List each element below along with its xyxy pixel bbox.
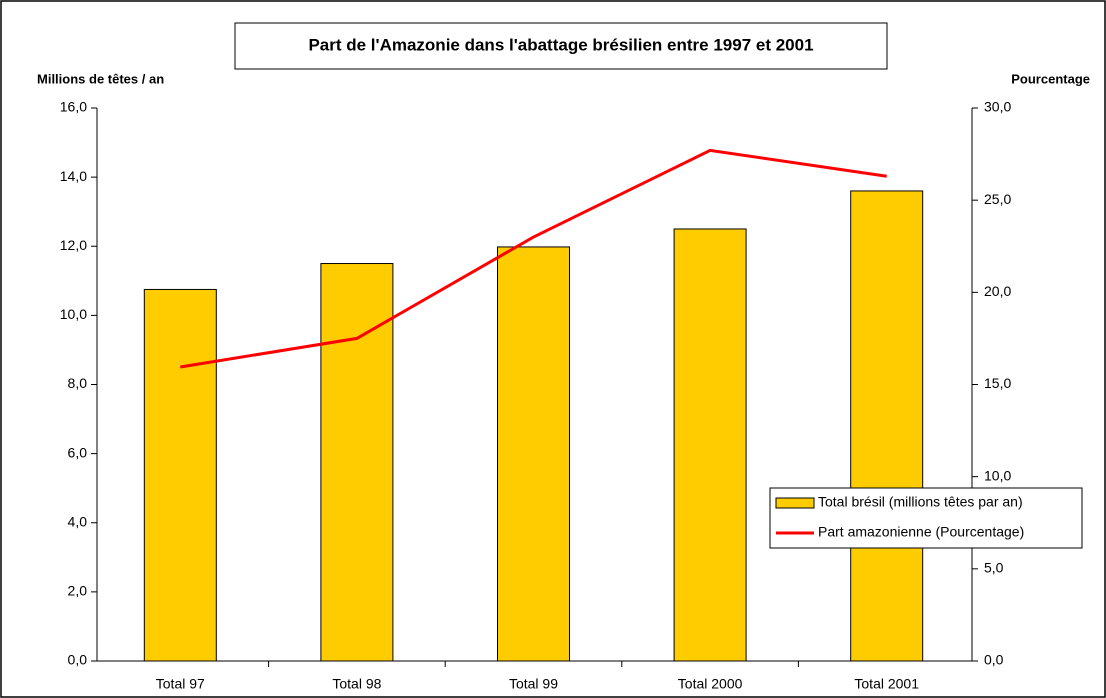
y2-tick-label: 30,0 xyxy=(984,99,1011,115)
legend-label: Total brésil (millions têtes par an) xyxy=(818,494,1023,510)
title-box xyxy=(234,22,888,70)
x-tick-label: Total 99 xyxy=(509,676,558,692)
y2-tick-label: 10,0 xyxy=(984,467,1011,483)
bar xyxy=(850,190,924,662)
y2-axis-label: Pourcentage xyxy=(1011,71,1090,86)
y-tick-label: 14,0 xyxy=(60,168,87,184)
y-tick-label: 8,0 xyxy=(68,375,88,391)
x-tick-label: Total 97 xyxy=(156,676,205,692)
y2-tick-label: 25,0 xyxy=(984,191,1011,207)
y2-tick-label: 5,0 xyxy=(984,560,1004,576)
bar xyxy=(497,246,570,662)
y-tick-label: 12,0 xyxy=(60,237,87,253)
bar xyxy=(143,288,217,662)
chart-title: Part de l'Amazonie dans l'abattage brési… xyxy=(308,35,813,54)
y-tick-label: 2,0 xyxy=(68,583,88,599)
y-tick-label: 4,0 xyxy=(68,513,88,529)
bar xyxy=(320,263,394,662)
y-tick-label: 16,0 xyxy=(60,99,87,115)
x-tick-label: Total 98 xyxy=(332,676,381,692)
y-tick-label: 0,0 xyxy=(68,652,88,668)
x-tick-label: Total 2001 xyxy=(854,676,919,692)
y-axis-label: Millions de têtes / an xyxy=(37,71,164,86)
bar xyxy=(673,228,747,662)
y2-tick-label: 20,0 xyxy=(984,283,1011,299)
x-tick-label: Total 2000 xyxy=(678,676,743,692)
line-series xyxy=(180,148,887,369)
legend-label: Part amazonienne (Pourcentage) xyxy=(818,524,1024,540)
y2-tick-label: 0,0 xyxy=(984,652,1004,668)
y-tick-label: 10,0 xyxy=(60,306,87,322)
y2-tick-label: 15,0 xyxy=(984,375,1011,391)
legend-swatch xyxy=(775,497,815,509)
legend-box xyxy=(769,487,1083,549)
y-tick-label: 6,0 xyxy=(68,444,88,460)
